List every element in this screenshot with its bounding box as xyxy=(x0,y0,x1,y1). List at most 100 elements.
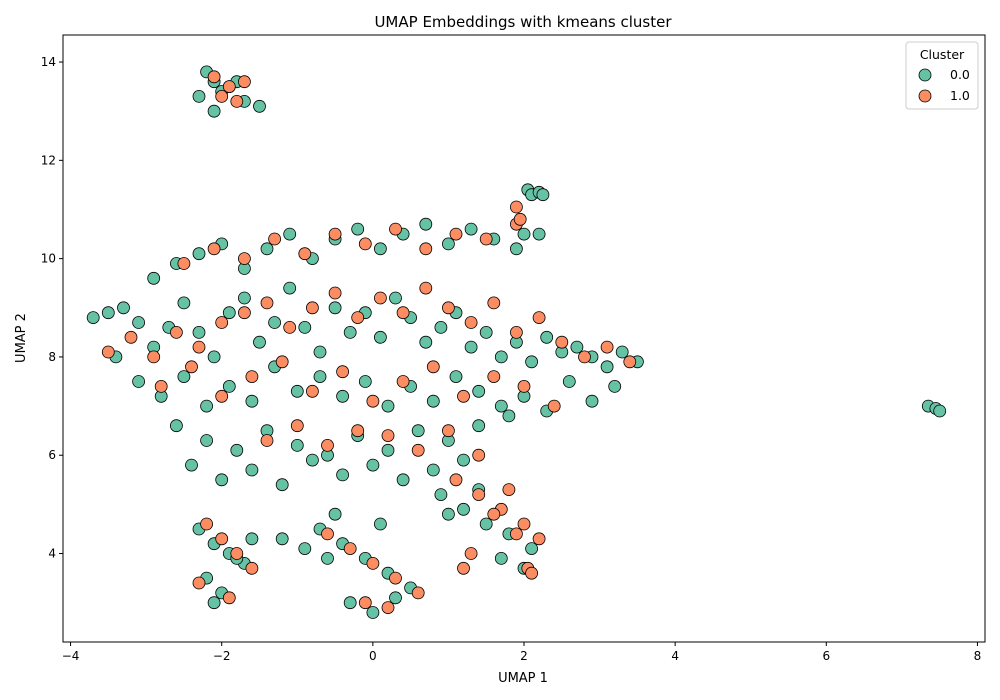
scatter-point-cluster-1 xyxy=(215,389,229,403)
scatter-point-cluster-0 xyxy=(86,311,100,325)
scatter-point-cluster-0 xyxy=(147,271,161,285)
scatter-point-cluster-1 xyxy=(389,222,402,236)
scatter-point-cluster-0 xyxy=(358,375,372,388)
scatter-point-cluster-1 xyxy=(396,306,410,320)
scatter-point-cluster-0 xyxy=(343,596,357,610)
scatter-point-cluster-0 xyxy=(449,370,463,384)
scatter-point-cluster-0 xyxy=(275,478,289,492)
legend-title: Cluster xyxy=(920,47,965,62)
scatter-point-cluster-0 xyxy=(472,419,486,433)
scatter-point-cluster-0 xyxy=(419,217,433,231)
scatter-point-cluster-1 xyxy=(479,232,493,246)
scatter-point-cluster-1 xyxy=(547,399,561,413)
scatter-point-cluster-0 xyxy=(200,434,214,447)
scatter-point-cluster-0 xyxy=(298,320,312,334)
scatter-point-cluster-1 xyxy=(464,547,478,560)
scatter-point-cluster-0 xyxy=(525,542,538,555)
scatter-point-cluster-1 xyxy=(472,448,486,462)
scatter-point-cluster-1 xyxy=(396,375,410,388)
scatter-point-cluster-0 xyxy=(207,596,221,610)
scatter-point-cluster-0 xyxy=(132,316,146,329)
scatter-point-cluster-0 xyxy=(101,306,115,320)
scatter-point-cluster-1 xyxy=(245,370,259,384)
scatter-point-cluster-0 xyxy=(132,375,146,388)
legend-label-1: 1.0 xyxy=(950,88,970,103)
scatter-point-cluster-1 xyxy=(147,350,161,364)
legend-marker-0 xyxy=(918,68,932,82)
scatter-point-cluster-0 xyxy=(615,345,629,359)
y-tick-label: 14 xyxy=(41,55,56,69)
scatter-point-cluster-0 xyxy=(373,517,387,531)
scatter-point-cluster-1 xyxy=(237,75,251,89)
scatter-point-cluster-1 xyxy=(381,601,395,614)
scatter-point-cluster-1 xyxy=(555,335,569,349)
scatter-point-cluster-0 xyxy=(381,399,395,413)
scatter-point-cluster-0 xyxy=(389,291,402,305)
scatter-point-cluster-0 xyxy=(464,340,478,354)
scatter-point-cluster-0 xyxy=(185,458,198,472)
scatter-point-cluster-1 xyxy=(260,434,274,447)
scatter-point-cluster-1 xyxy=(449,473,463,487)
scatter-point-cluster-1 xyxy=(177,257,191,270)
scatter-point-cluster-1 xyxy=(441,424,455,438)
x-tick-label: 2 xyxy=(520,649,528,663)
scatter-point-cluster-1 xyxy=(283,320,297,334)
scatter-point-cluster-1 xyxy=(532,311,546,325)
scatter-point-cluster-0 xyxy=(494,552,508,565)
scatter-point-cluster-0 xyxy=(479,325,493,339)
scatter-point-cluster-0 xyxy=(207,104,221,118)
scatter-point-cluster-1 xyxy=(268,232,282,246)
scatter-point-cluster-0 xyxy=(321,552,334,565)
scatter-point-cluster-0 xyxy=(237,291,251,305)
scatter-point-cluster-0 xyxy=(434,320,448,334)
scatter-point-cluster-0 xyxy=(222,306,236,320)
scatter-point-cluster-0 xyxy=(532,227,546,241)
scatter-point-cluster-1 xyxy=(487,296,501,310)
scatter-point-cluster-0 xyxy=(600,360,614,374)
x-tick-label: 6 xyxy=(822,649,830,663)
scatter-point-cluster-1 xyxy=(290,419,304,433)
scatter-point-cluster-0 xyxy=(230,443,244,457)
scatter-point-cluster-1 xyxy=(487,507,501,521)
scatter-point-cluster-0 xyxy=(434,488,448,502)
scatter-point-cluster-0 xyxy=(207,350,221,364)
scatter-point-cluster-1 xyxy=(373,291,387,305)
scatter-point-cluster-0 xyxy=(222,379,236,393)
scatter-point-cluster-0 xyxy=(517,227,531,241)
scatter-point-cluster-0 xyxy=(479,517,493,531)
scatter-point-cluster-0 xyxy=(536,188,550,202)
scatter-point-cluster-1 xyxy=(411,443,425,457)
scatter-point-cluster-0 xyxy=(290,384,304,398)
scatter-point-cluster-1 xyxy=(487,370,501,384)
y-axis: 4 6 8 10 12 14 xyxy=(41,55,63,561)
scatter-point-cluster-0 xyxy=(933,404,947,418)
scatter-point-cluster-1 xyxy=(510,325,523,339)
chart-title: UMAP Embeddings with kmeans cluster xyxy=(374,13,672,31)
scatter-point-cluster-1 xyxy=(510,527,523,541)
scatter-point-cluster-0 xyxy=(494,350,508,364)
scatter-point-cluster-1 xyxy=(525,566,538,580)
x-tick-label: −4 xyxy=(62,649,80,663)
scatter-point-cluster-1 xyxy=(192,576,206,590)
scatter-point-cluster-1 xyxy=(101,345,115,359)
scatter-point-cluster-0 xyxy=(381,443,395,457)
scatter-point-cluster-1 xyxy=(207,70,221,84)
scatter-point-cluster-1 xyxy=(513,212,527,226)
scatter-point-cluster-0 xyxy=(313,370,327,384)
scatter-point-cluster-1 xyxy=(358,596,372,610)
scatter-point-cluster-0 xyxy=(336,468,350,482)
scatter-point-cluster-1 xyxy=(336,365,350,379)
scatter-point-cluster-0 xyxy=(268,316,282,329)
scatter-point-cluster-0 xyxy=(510,242,523,256)
scatter-point-cluster-1 xyxy=(449,227,463,241)
scatter-point-cluster-0 xyxy=(570,340,584,354)
scatter-point-cluster-0 xyxy=(245,394,259,408)
scatter-point-cluster-0 xyxy=(411,424,425,438)
y-axis-label: UMAP 2 xyxy=(14,313,29,363)
scatter-point-cluster-1 xyxy=(389,571,402,585)
scatter-point-cluster-0 xyxy=(336,389,350,403)
scatter-point-cluster-1 xyxy=(321,438,334,452)
legend: Cluster 0.0 1.0 xyxy=(905,41,979,110)
scatter-point-cluster-0 xyxy=(441,507,455,521)
scatter-point-cluster-0 xyxy=(275,532,289,546)
